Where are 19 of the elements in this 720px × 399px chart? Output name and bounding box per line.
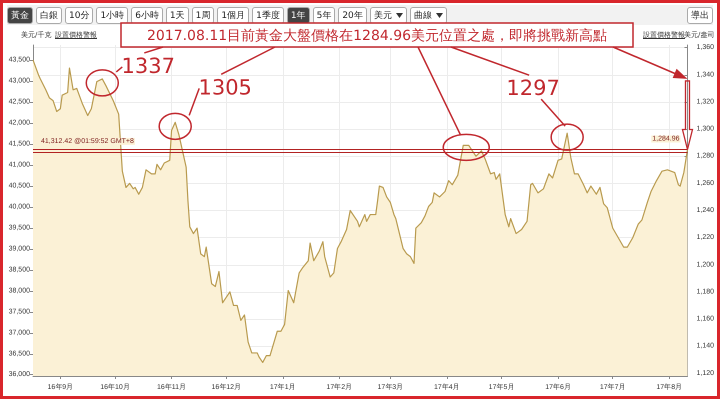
annotation: 1337 xyxy=(122,54,176,78)
text: 6小時 xyxy=(131,6,163,24)
text: 白銀 xyxy=(36,6,62,24)
text: 10分 xyxy=(65,6,94,24)
text: 美元 xyxy=(374,8,392,22)
text: 黃金 xyxy=(7,6,33,24)
annotation: 1305 xyxy=(198,75,252,100)
text: 5年 xyxy=(312,6,336,24)
text: 導出 xyxy=(687,6,713,24)
text: 1個月 xyxy=(217,6,250,24)
text: 20年 xyxy=(338,6,367,24)
text: 1小時 xyxy=(96,6,128,24)
text: 曲線 xyxy=(414,8,432,22)
annotation: 1297 xyxy=(506,76,560,100)
text: 1季度 xyxy=(252,6,284,24)
text: 1周 xyxy=(192,6,214,24)
text: 1天 xyxy=(166,6,189,24)
text: 1年 xyxy=(286,6,310,24)
text: 2017.08.11目前黃金大盤價格在1284.96美元位置之處，即將挑戰新高點 xyxy=(146,28,608,44)
